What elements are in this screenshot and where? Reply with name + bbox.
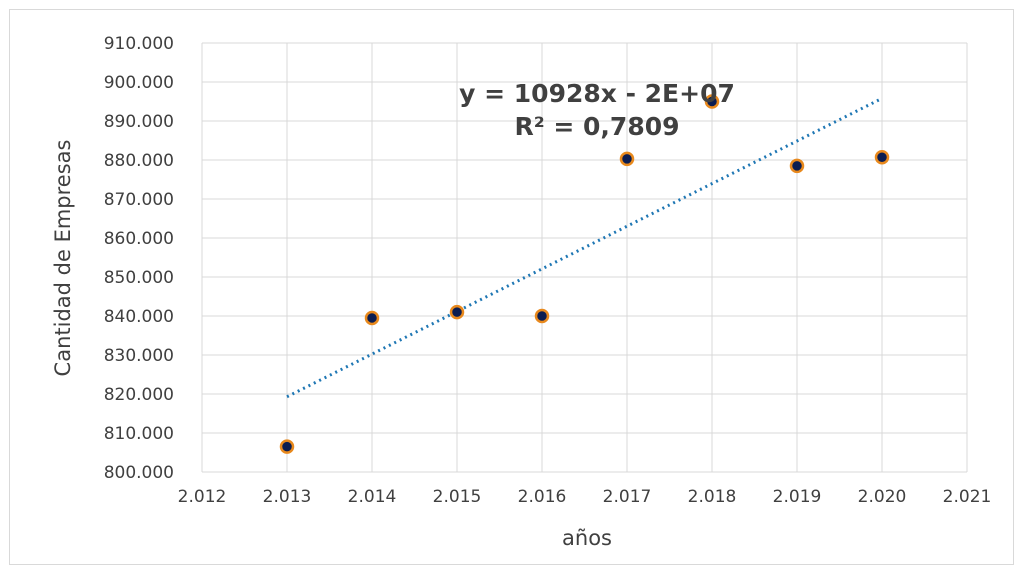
- x-tick-label: 2.013: [263, 487, 312, 507]
- y-tick-label: 860.000: [104, 229, 174, 249]
- y-tick-label: 900.000: [104, 73, 174, 93]
- y-tick-label: 830.000: [104, 346, 174, 366]
- x-tick-label: 2.018: [688, 487, 737, 507]
- data-point: [789, 158, 805, 174]
- x-tick-label: 2.020: [858, 487, 907, 507]
- x-axis-ticks: 2.012 2.013 2.014 2.015 2.016 2.017 2.018 2.019…: [178, 487, 992, 507]
- data-point: [364, 310, 380, 326]
- y-tick-label: 810.000: [104, 424, 174, 444]
- data-point: [449, 304, 465, 320]
- y-axis-ticks: 800.000 810.000 820.000 830.000 840.000 850.0…: [104, 34, 174, 483]
- data-point: [279, 439, 295, 454]
- x-tick-label: 2.014: [348, 487, 397, 507]
- data-points: [279, 94, 890, 454]
- y-tick-label: 890.000: [104, 112, 174, 132]
- y-tick-label: 870.000: [104, 190, 174, 210]
- x-axis-title: años: [562, 526, 612, 550]
- y-tick-label: 850.000: [104, 268, 174, 288]
- y-tick-label: 840.000: [104, 307, 174, 327]
- data-point: [619, 151, 635, 167]
- x-tick-label: 2.017: [603, 487, 652, 507]
- gridlines: [201, 42, 968, 473]
- data-point: [534, 308, 550, 324]
- data-point: [874, 150, 890, 165]
- x-tick-label: 2.016: [518, 487, 567, 507]
- trendline: [286, 97, 883, 399]
- y-tick-label: 820.000: [104, 385, 174, 405]
- y-tick-label: 880.000: [104, 151, 174, 171]
- data-point: [704, 94, 720, 109]
- r-squared-label: R² = 0,7809: [514, 112, 679, 141]
- x-tick-label: 2.015: [433, 487, 482, 507]
- y-tick-label: 910.000: [104, 34, 174, 54]
- x-tick-label: 2.012: [178, 487, 227, 507]
- trendline-equation: y = 10928x - 2E+07: [459, 79, 735, 108]
- y-tick-label: 800.000: [104, 463, 174, 483]
- x-tick-label: 2.019: [773, 487, 822, 507]
- x-tick-label: 2.021: [943, 487, 992, 507]
- y-axis-title: Cantidad de Empresas: [51, 140, 75, 377]
